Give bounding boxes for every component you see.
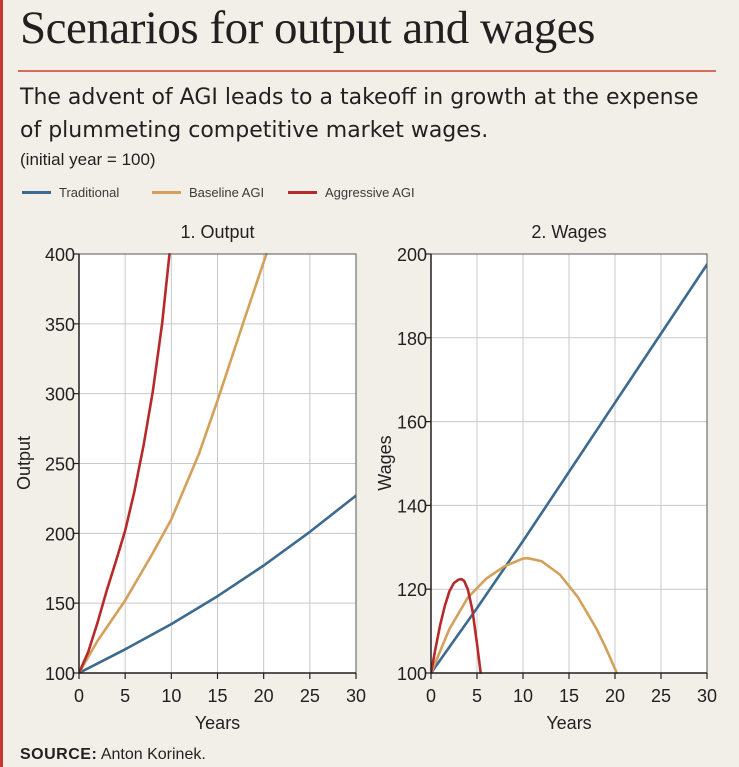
legend-swatch-aggressive-agi: [288, 191, 317, 194]
panel1-y-axis-title: Output: [14, 436, 34, 490]
panel1-y-tick-label: 200: [45, 524, 75, 544]
panel2-x-tick-label: 15: [559, 686, 579, 706]
panel2-x-axis-title: Years: [546, 713, 591, 733]
panel1-series-traditional: [79, 494, 356, 674]
panel2-series-aggressive-agi: [431, 577, 483, 674]
panel2-y-tick-label: 180: [397, 329, 427, 349]
panel1-x-tick-label: 20: [254, 686, 274, 706]
panel2-y-tick-label: 200: [397, 245, 427, 265]
panel1-x-tick-label: 5: [120, 686, 130, 706]
panel2-x-tick-label: 10: [513, 686, 533, 706]
panel2-series-traditional: [431, 263, 707, 674]
legend-swatch-baseline-agi: [152, 191, 181, 194]
panel1-y-tick-label: 300: [45, 385, 75, 405]
legend-item-traditional: Traditional: [22, 185, 119, 200]
source-label: SOURCE:: [20, 746, 98, 763]
panel1-title: 1. Output: [180, 222, 254, 242]
wages-chart-panel: 0 5 10 15 20 25 30 100 120 140 160 180 200 2. Wages Ye…: [375, 222, 717, 733]
source-text: Anton Korinek.: [100, 746, 206, 763]
legend-label-aggressive-agi: Aggressive AGI: [325, 185, 415, 200]
panel1-y-tick-label: 250: [45, 455, 75, 475]
title-divider: [18, 70, 716, 72]
panel2-y-tick-label: 100: [397, 664, 427, 684]
panel1-x-axis-title: Years: [195, 713, 240, 733]
panel2-x-tick-label: 5: [472, 686, 482, 706]
panel2-series-baseline-agi: [431, 556, 619, 674]
source-line: SOURCE: Anton Korinek.: [20, 746, 206, 764]
panel1-y-tick-label: 100: [45, 664, 75, 684]
subtitle: The advent of AGI leads to a takeoff in …: [20, 85, 699, 143]
panel2-y-tick-label: 140: [397, 496, 427, 516]
panel2-x-tick-label: 0: [426, 686, 436, 706]
page-title: Scenarios for output and wages: [20, 2, 595, 54]
panel2-title: 2. Wages: [531, 222, 606, 242]
panel1-series-aggressive-agi: [79, 253, 171, 674]
legend-label-traditional: Traditional: [59, 185, 120, 200]
panel1-x-tick-label: 0: [74, 686, 84, 706]
legend-label-baseline-agi: Baseline AGI: [189, 185, 265, 200]
index-note: (initial year = 100): [20, 150, 156, 169]
legend-item-baseline-agi: Baseline AGI: [152, 185, 264, 200]
panel2-x-tick-label: 20: [605, 686, 625, 706]
panel2-y-tick-label: 160: [397, 413, 427, 433]
panel1-x-tick-label: 15: [207, 686, 227, 706]
panel1-series-baseline-agi: [79, 253, 268, 674]
panel1-y-tick-label: 150: [45, 594, 75, 614]
panel2-x-tick-label: 25: [651, 686, 671, 706]
panel2-y-axis-title: Wages: [375, 435, 395, 490]
panel1-x-tick-label: 30: [346, 686, 366, 706]
panel1-y-tick-label: 350: [45, 315, 75, 335]
panel1-x-tick-label: 25: [300, 686, 320, 706]
panel1-x-tick-label: 10: [161, 686, 181, 706]
panel2-y-tick-label: 120: [397, 580, 427, 600]
left-accent-rule: [0, 0, 3, 767]
panel1-y-tick-label: 400: [45, 245, 75, 265]
panel2-x-tick-label: 30: [697, 686, 717, 706]
legend-item-aggressive-agi: Aggressive AGI: [288, 185, 415, 200]
output-chart-panel: 0 5 10 15 20 25 30 100 150 200 250 300 350 400 1. Outp…: [14, 222, 366, 733]
legend-swatch-traditional: [22, 191, 51, 194]
